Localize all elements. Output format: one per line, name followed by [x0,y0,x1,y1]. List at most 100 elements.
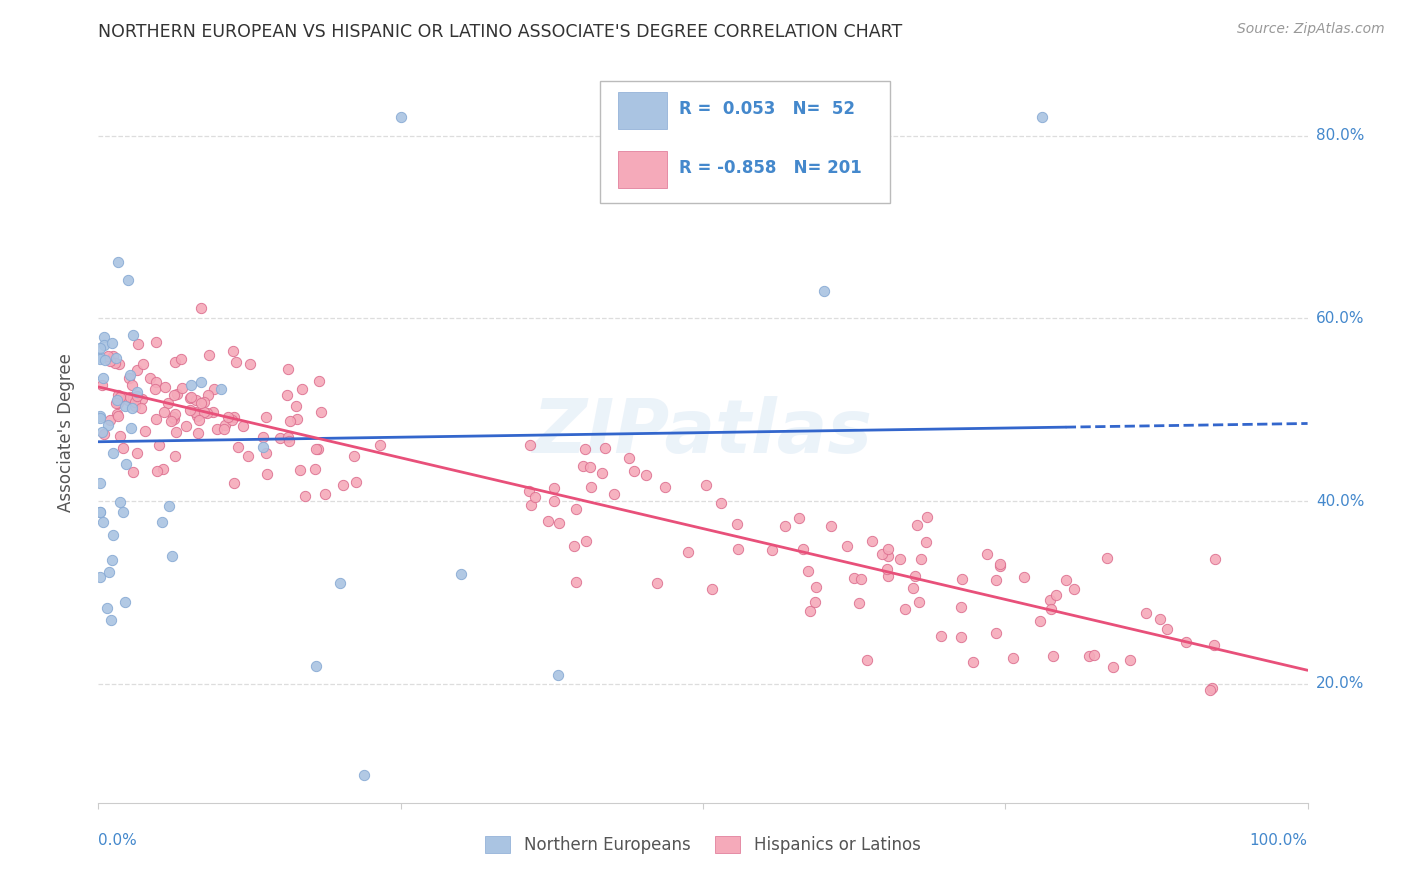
Point [636,468,658,483]
Point [1198,682,1220,697]
Point [294,489,316,503]
Point [314,487,336,501]
Point [114,457,136,471]
Point [89,350,111,364]
Text: 40.0%: 40.0% [1316,493,1364,508]
Point [305,442,328,456]
Point [344,475,367,490]
Point [617,451,640,466]
Point [709,496,731,510]
Point [93,338,115,352]
Point [121,421,143,435]
Point [127,446,149,460]
Point [118,390,141,404]
Point [285,412,308,426]
Point [1039,593,1062,607]
Point [124,395,146,409]
Point [647,576,669,591]
Point [254,409,277,424]
Point [787,510,810,524]
Point [127,385,149,400]
Point [105,396,128,410]
Point [125,389,148,403]
Point [93,330,115,344]
Point [1095,551,1118,566]
Point [1156,622,1178,636]
Point [124,399,146,413]
Point [198,348,221,362]
Point [121,401,143,415]
Point [851,572,873,586]
Point [180,378,202,392]
Point [111,441,134,455]
Point [193,395,215,409]
Point [222,343,245,358]
Point [537,514,560,528]
Point [108,390,131,404]
Text: R = -0.858   N= 201: R = -0.858 N= 201 [679,160,862,178]
Point [1063,582,1085,597]
Point [1077,649,1099,664]
Point [98,412,121,426]
Point [389,110,412,124]
Point [89,341,111,355]
Bar [619,152,666,188]
Point [236,449,259,463]
Point [221,413,243,427]
Point [904,569,927,583]
Point [122,466,145,480]
Point [543,494,565,508]
Point [368,438,391,452]
Point [877,549,900,564]
Point [146,464,169,478]
Point [101,335,124,350]
Point [157,499,180,513]
Point [153,405,176,419]
Point [700,582,723,596]
Point [114,399,136,413]
Point [1175,635,1198,649]
Point [860,533,883,548]
Point [162,549,184,563]
Point [139,371,162,385]
Point [101,350,124,364]
Point [799,604,821,618]
Point [184,392,207,407]
Point [163,449,186,463]
Point [450,567,472,582]
Point [214,417,236,432]
Point [89,476,111,491]
Point [120,368,142,383]
Point [101,553,124,567]
Point [121,377,143,392]
Point [269,431,291,445]
Point [950,630,973,644]
Point [524,490,547,504]
Point [118,371,141,385]
Point [1054,573,1077,587]
Point [1201,681,1223,696]
Point [565,574,588,589]
Point [813,284,835,298]
Point [143,382,166,396]
Point [190,396,212,410]
Point [773,518,796,533]
Point [163,412,186,426]
Point [156,396,179,410]
Point [910,551,932,566]
Point [97,417,120,432]
Point [104,356,127,370]
Point [202,383,225,397]
Point [1012,570,1035,584]
Point [179,392,201,406]
Point [89,411,111,425]
Point [797,564,820,578]
Point [190,301,212,315]
Point [222,475,245,490]
Point [905,518,928,533]
Point [129,401,152,415]
Point [277,430,299,444]
Point [114,595,136,609]
Point [89,570,111,584]
Point [342,449,364,463]
